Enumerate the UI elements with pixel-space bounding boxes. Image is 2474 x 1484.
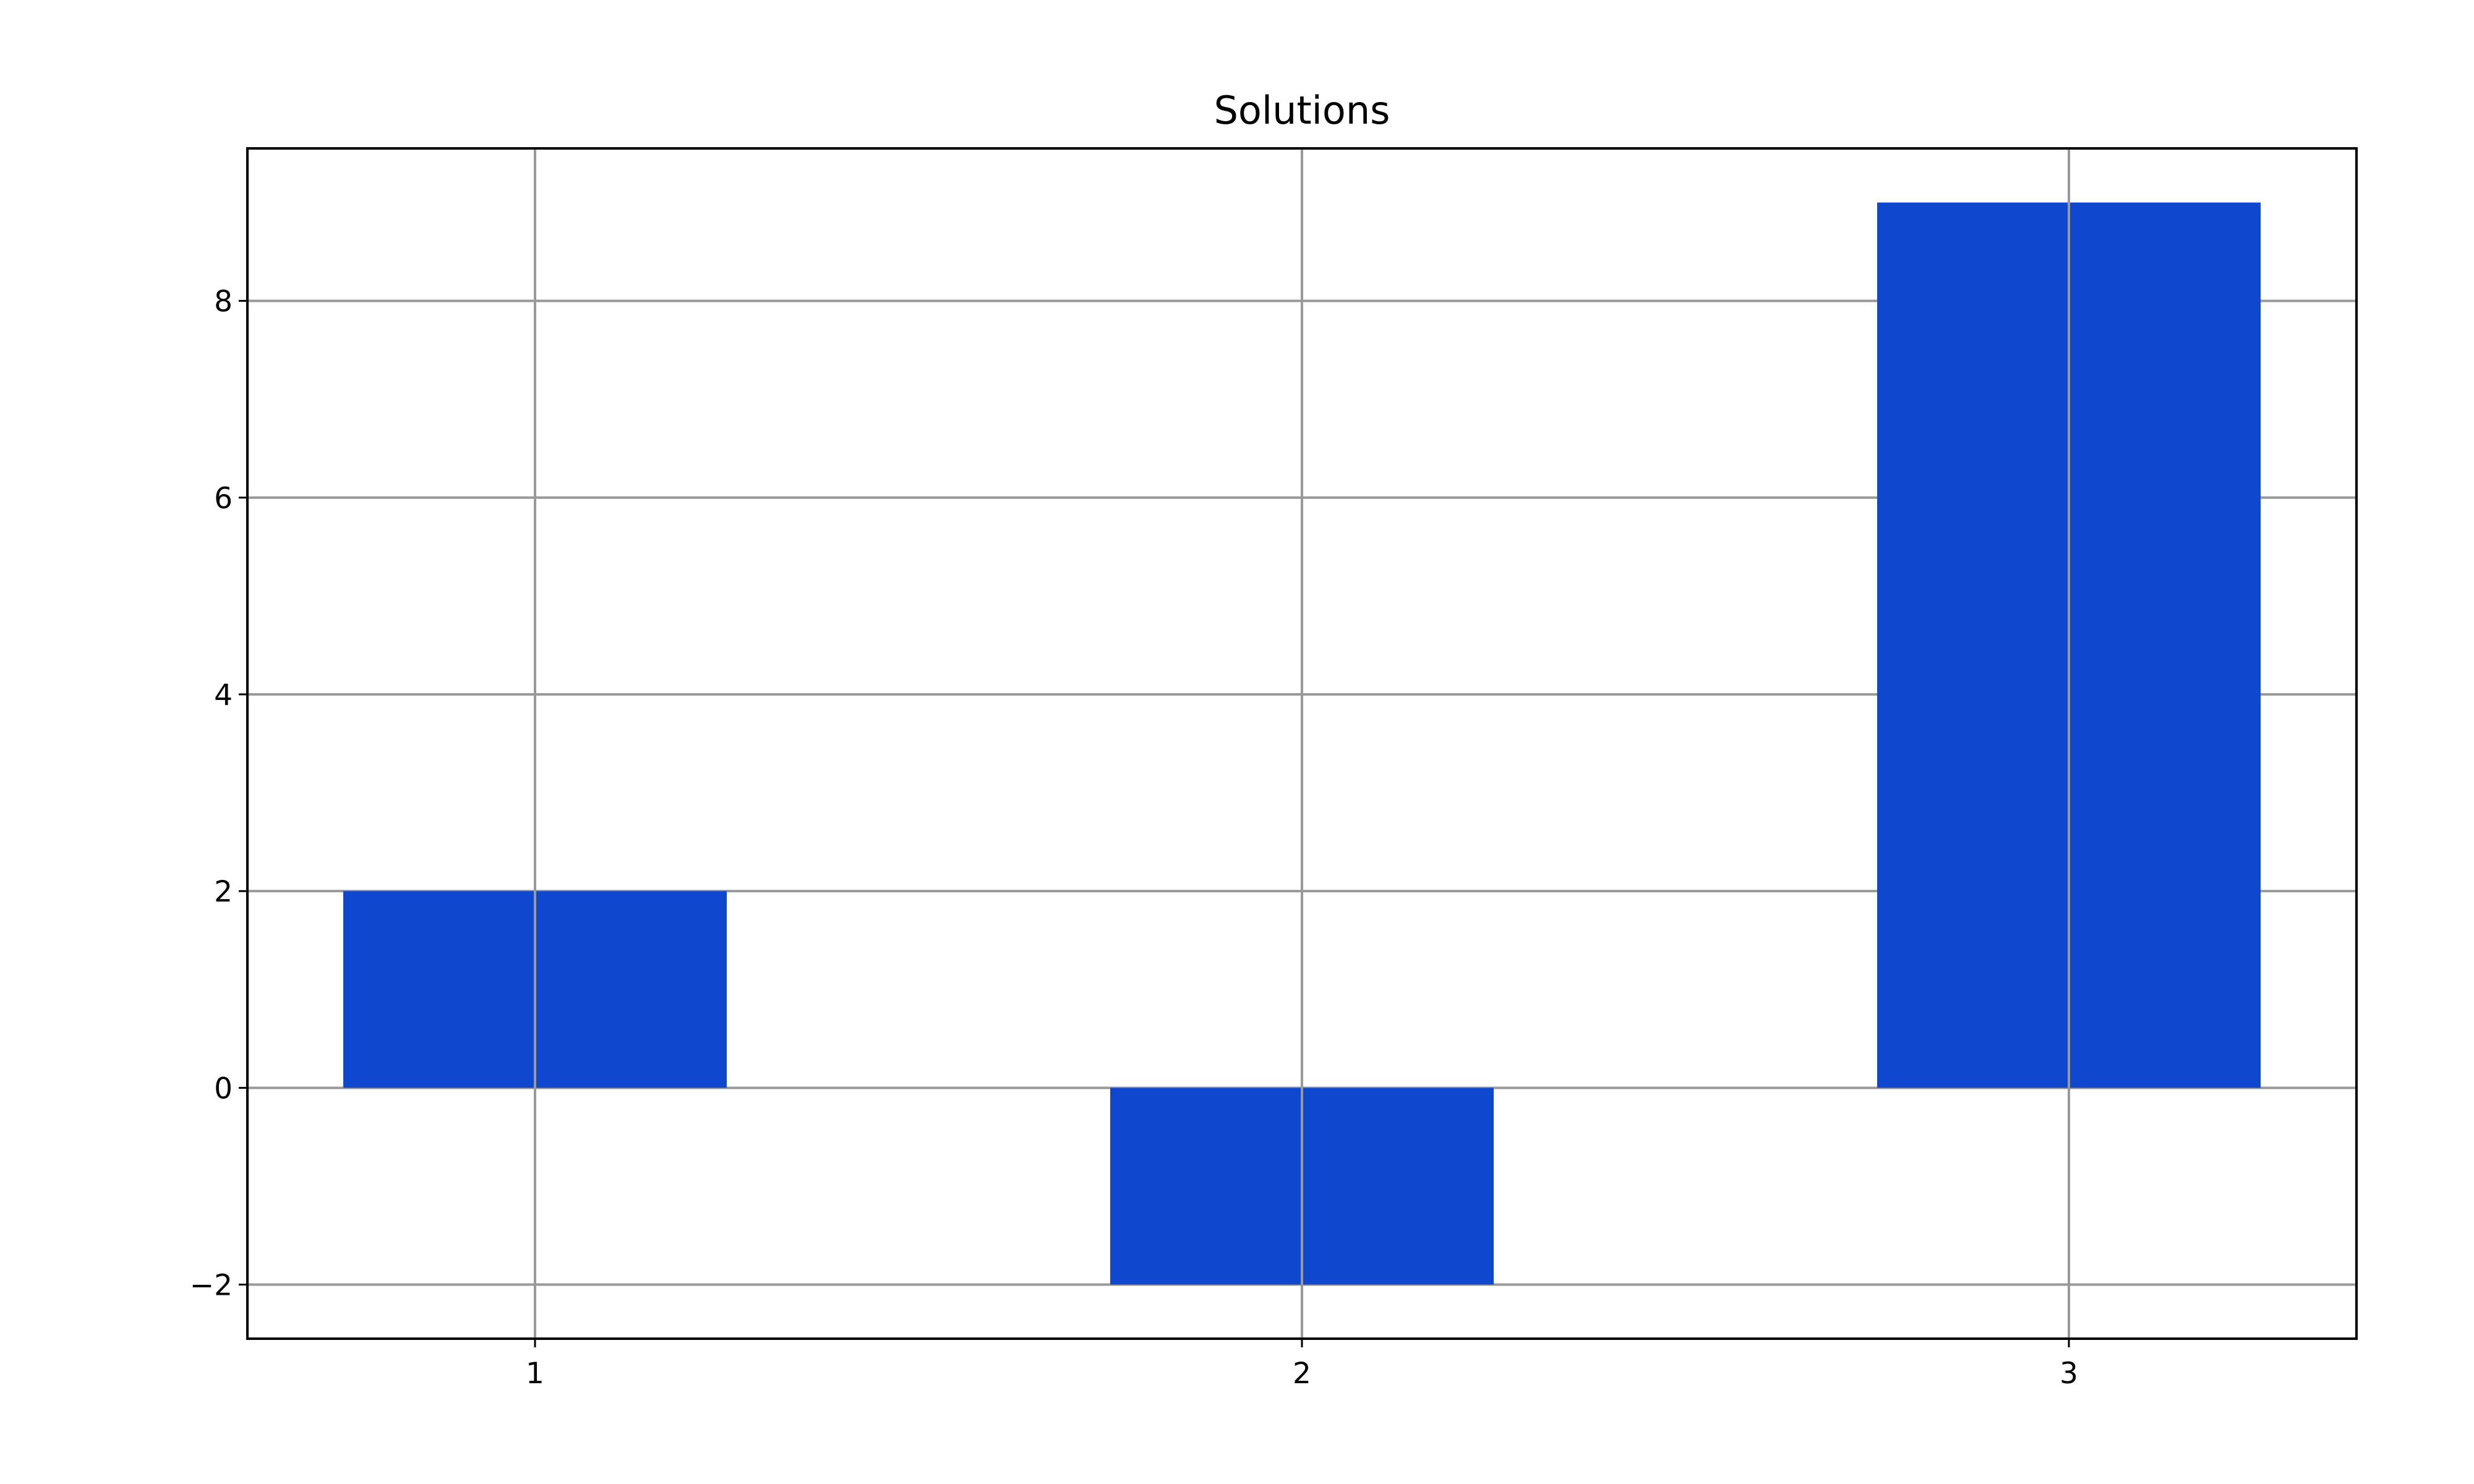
y-tick-label: 8 [214,285,233,319]
x-tick-label: 1 [526,1357,544,1391]
x-axis: 1 2 3 [526,1339,2078,1391]
x-tick-label: 3 [2060,1357,2078,1391]
y-tick-label: −2 [190,1269,233,1303]
chart-title: Solutions [1214,88,1390,133]
y-tick-label: 2 [214,875,233,909]
vertical-grid [534,148,2070,1339]
y-tick-label: 4 [214,678,233,712]
y-tick-label: 0 [214,1072,233,1106]
y-axis: −2 0 2 4 6 8 [190,285,247,1303]
y-tick-label: 6 [214,482,233,516]
x-tick-label: 2 [1293,1357,1311,1391]
